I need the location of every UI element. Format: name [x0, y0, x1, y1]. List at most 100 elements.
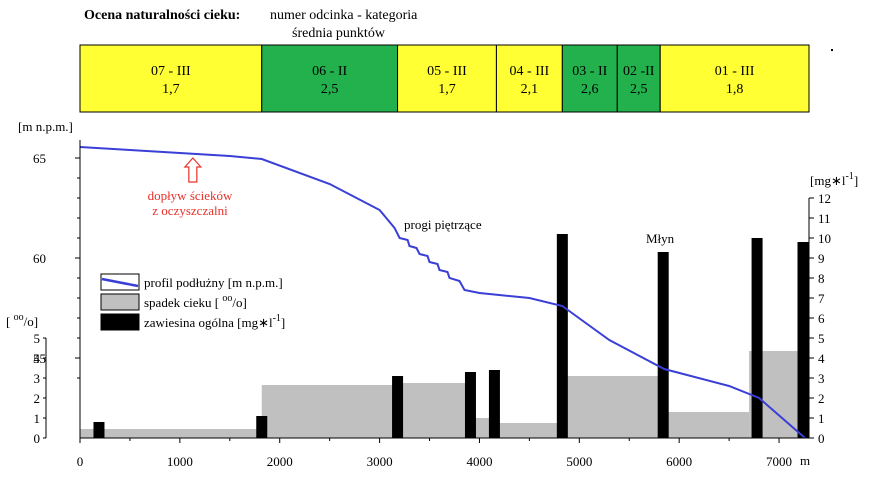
y-right-tick-label: 10: [818, 231, 831, 246]
suspended-bar: [797, 242, 809, 438]
legend-label-profile: profil podłużny [m n.p.m.]: [144, 275, 283, 290]
section-band: 07 - III 1,7 06 - II 2,5 05 - III 1,7 04 - III…: [79, 44, 810, 113]
section-label: 03 - II: [572, 64, 607, 79]
suspended-bar: [657, 252, 669, 438]
y-right-tick-label: 4: [818, 351, 825, 366]
y-slope-tick-label: 3: [34, 371, 41, 386]
x-tick-label: 5000: [566, 454, 592, 469]
y-right-tick-label: 7: [818, 291, 825, 306]
section-score: 2,6: [581, 82, 599, 97]
y-elevation-label: [m n.p.m.]: [18, 119, 73, 134]
section-cell: [561, 44, 618, 113]
x-tick-label: 3000: [367, 454, 393, 469]
y-right-tick-label: 12: [818, 191, 831, 206]
section-score: 1,8: [726, 82, 744, 97]
legend-swatch-bar: [100, 313, 140, 331]
y-slope-tick-label: 4: [34, 351, 41, 366]
slope-segment: [496, 423, 563, 438]
legend-suspended-tail: ]: [281, 315, 285, 330]
weirs-annotation: progi piętrzące: [404, 217, 482, 232]
section-label: 04 - III: [510, 64, 550, 79]
suspended-bar: [488, 370, 500, 438]
mill-annotation: Młyn: [646, 231, 675, 246]
legend-label-suspended: zawiesina ogólna [mg∗l-1]: [144, 313, 285, 330]
section-label: 07 - III: [151, 64, 191, 79]
x-tick-label: 6000: [666, 454, 692, 469]
outfall-annotation-line2: z oczyszczalni: [152, 203, 228, 218]
y-right-label-sup: -1: [845, 171, 853, 182]
y-slope-tick-label: 0: [34, 431, 41, 446]
annotations: [183, 157, 203, 183]
profile-line-layer: [79, 146, 806, 439]
y-slope-tick-label: 5: [34, 331, 41, 346]
outfall-arrow-icon: [183, 157, 203, 183]
y-elevation-tick-label: 55: [33, 351, 46, 366]
suspended-bar: [392, 376, 404, 438]
slope-segment: [80, 429, 262, 438]
section-score: 1,7: [162, 82, 180, 97]
suspended-bar: [464, 372, 476, 438]
section-score: 2,1: [521, 82, 539, 97]
slope-area-layer: [80, 351, 809, 438]
profile-line: [79, 146, 806, 439]
section-score: 1,7: [438, 82, 456, 97]
section-label: 06 - II: [312, 64, 347, 79]
legend-slope-main: spadek cieku [: [144, 295, 222, 310]
section-label: 05 - III: [427, 64, 467, 79]
x-tick-label: 0: [77, 454, 84, 469]
header-key-line2: średnia punktów: [292, 26, 386, 41]
slope-segment: [397, 383, 474, 438]
outfall-annotation-line1: dopływ ścieków: [148, 188, 233, 203]
slope-segment: [660, 412, 750, 438]
suspended-bar: [93, 422, 105, 438]
section-label: 01 - III: [715, 64, 755, 79]
section-label: 02 -II: [623, 64, 655, 79]
y-slope-tick-label: 2: [34, 391, 41, 406]
y-right-label: [mg∗l-1]: [810, 171, 858, 188]
section-cell: [397, 44, 497, 113]
y-slope-label-sup: oo: [14, 312, 24, 323]
slope-segment: [261, 385, 398, 438]
x-tick-label: 7000: [766, 454, 792, 469]
y-right-label-end: ]: [854, 173, 858, 188]
header-title: Ocena naturalności cieku:: [84, 8, 240, 23]
section-cell: [616, 44, 661, 113]
section-cell: [261, 44, 399, 113]
y-slope-label-main: [: [6, 314, 14, 329]
legend: profil podłużny [m n.p.m.] spadek cieku …: [100, 273, 285, 331]
y-right-tick-label: 3: [818, 371, 825, 386]
legend-swatch-area: [100, 293, 140, 311]
slope-segment: [562, 376, 661, 438]
corner-dot: [831, 49, 833, 51]
y-elevation-tick-label: 60: [33, 251, 46, 266]
section-cell: [79, 44, 263, 113]
section-score: 2,5: [321, 82, 339, 97]
y-right-tick-label: 6: [818, 311, 825, 326]
legend-suspended-main: zawiesina ogólna [mg∗l: [144, 315, 273, 330]
axes: 0 1000 2000 3000 4000 5000 6000 700055606501234…: [33, 140, 831, 469]
y-right-tick-label: 8: [818, 271, 825, 286]
suspended-bar: [556, 234, 568, 438]
y-right-tick-label: 5: [818, 331, 825, 346]
suspended-bar: [256, 416, 268, 438]
legend-suspended-sup: -1: [273, 313, 281, 324]
x-tick-label: 2000: [267, 454, 293, 469]
y-elevation-tick-label: 65: [33, 151, 46, 166]
legend-swatch-line: [101, 277, 139, 288]
y-right-tick-label: 2: [818, 391, 825, 406]
x-tick-label: 4000: [466, 454, 492, 469]
y-slope-label: [ oo/o]: [6, 312, 38, 329]
header-key-line1: numer odcinka - kategoria: [270, 8, 418, 23]
x-unit-label: m: [800, 453, 810, 468]
legend-label-slope: spadek cieku [ oo/o]: [144, 293, 247, 310]
y-right-tick-label: 0: [818, 431, 825, 446]
section-cell: [495, 44, 563, 113]
y-right-tick-label: 1: [818, 411, 825, 426]
x-tick-label: 1000: [167, 454, 193, 469]
section-cell: [659, 44, 810, 113]
y-slope-tick-label: 1: [34, 411, 41, 426]
y-right-tick-label: 9: [818, 251, 825, 266]
suspended-bars-layer: [93, 234, 809, 438]
suspended-bar: [751, 238, 763, 438]
